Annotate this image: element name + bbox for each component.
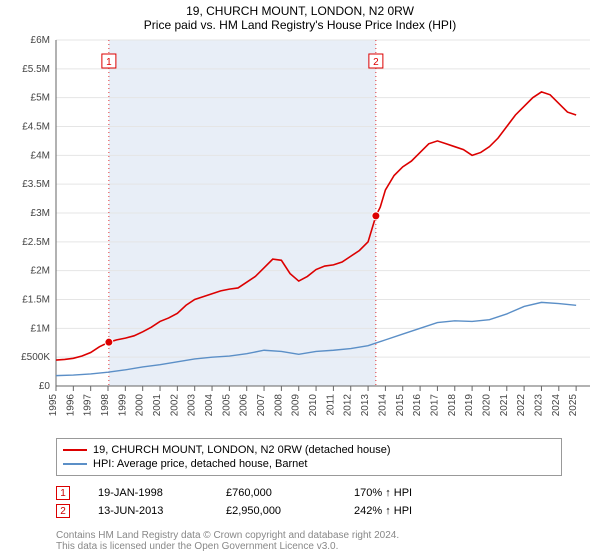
chart-title: 19, CHURCH MOUNT, LONDON, N2 0RW [0, 0, 600, 18]
svg-text:2015: 2015 [395, 394, 406, 417]
marker-date: 19-JAN-1998 [98, 487, 198, 499]
legend-swatch [63, 449, 87, 451]
svg-text:2019: 2019 [464, 394, 475, 417]
svg-text:2003: 2003 [187, 394, 198, 417]
svg-text:2007: 2007 [256, 394, 267, 417]
chart-subtitle: Price paid vs. HM Land Registry's House … [0, 18, 600, 34]
svg-text:£4M: £4M [31, 150, 50, 161]
legend-swatch [63, 463, 87, 465]
svg-text:2005: 2005 [221, 394, 232, 417]
svg-text:£2M: £2M [31, 266, 50, 277]
svg-text:2012: 2012 [343, 394, 354, 417]
marker-price: £2,950,000 [226, 505, 326, 517]
svg-text:£1.5M: £1.5M [22, 295, 50, 306]
svg-text:1999: 1999 [117, 394, 128, 417]
svg-text:2018: 2018 [447, 394, 458, 417]
svg-text:2001: 2001 [152, 394, 163, 417]
svg-text:2000: 2000 [135, 394, 146, 417]
svg-text:1: 1 [106, 57, 112, 68]
svg-text:£5M: £5M [31, 93, 50, 104]
svg-text:2004: 2004 [204, 394, 215, 417]
svg-text:2020: 2020 [481, 394, 492, 417]
marker-table: 1 19-JAN-1998 £760,000 170% ↑ HPI 2 13-JUN-20… [56, 484, 562, 520]
svg-text:£3.5M: £3.5M [22, 179, 50, 190]
legend-label: HPI: Average price, detached house, Barn… [93, 458, 307, 470]
svg-text:£0: £0 [39, 381, 51, 392]
svg-text:£5.5M: £5.5M [22, 64, 50, 75]
svg-text:2022: 2022 [516, 394, 527, 417]
svg-text:2023: 2023 [533, 394, 544, 417]
svg-text:2017: 2017 [429, 394, 440, 417]
marker-box: 2 [56, 504, 70, 518]
svg-text:£6M: £6M [31, 35, 50, 46]
svg-text:2006: 2006 [239, 394, 250, 417]
svg-text:2008: 2008 [273, 394, 284, 417]
svg-text:1996: 1996 [65, 394, 76, 417]
marker-box: 1 [56, 486, 70, 500]
marker-date: 13-JUN-2013 [98, 505, 198, 517]
svg-text:£3M: £3M [31, 208, 50, 219]
svg-text:2010: 2010 [308, 394, 319, 417]
footer-attrib: Contains HM Land Registry data © Crown c… [56, 530, 562, 552]
svg-text:2013: 2013 [360, 394, 371, 417]
svg-text:2009: 2009 [291, 394, 302, 417]
svg-text:2025: 2025 [568, 394, 579, 417]
svg-text:1997: 1997 [83, 394, 94, 417]
chart-plot: £0 £500K £1M £1.5M £2M £2.5M £3M £3.5M £4M £4.5M £… [0, 34, 600, 434]
svg-text:£1M: £1M [31, 323, 50, 334]
legend-label: 19, CHURCH MOUNT, LONDON, N2 0RW (detach… [93, 444, 391, 456]
svg-text:2: 2 [373, 57, 379, 68]
svg-text:2014: 2014 [377, 394, 388, 417]
svg-text:2024: 2024 [551, 394, 562, 417]
svg-text:£4.5M: £4.5M [22, 122, 50, 133]
svg-text:£500K: £500K [21, 352, 50, 363]
marker-pct: 242% ↑ HPI [354, 505, 454, 517]
svg-text:£2.5M: £2.5M [22, 237, 50, 248]
svg-text:2016: 2016 [412, 394, 423, 417]
svg-text:1998: 1998 [100, 394, 111, 417]
svg-text:2002: 2002 [169, 394, 180, 417]
marker-price: £760,000 [226, 487, 326, 499]
legend: 19, CHURCH MOUNT, LONDON, N2 0RW (detach… [56, 438, 562, 476]
svg-text:2011: 2011 [325, 394, 336, 416]
svg-text:2021: 2021 [499, 394, 510, 417]
svg-text:1995: 1995 [48, 394, 59, 417]
marker-pct: 170% ↑ HPI [354, 487, 454, 499]
